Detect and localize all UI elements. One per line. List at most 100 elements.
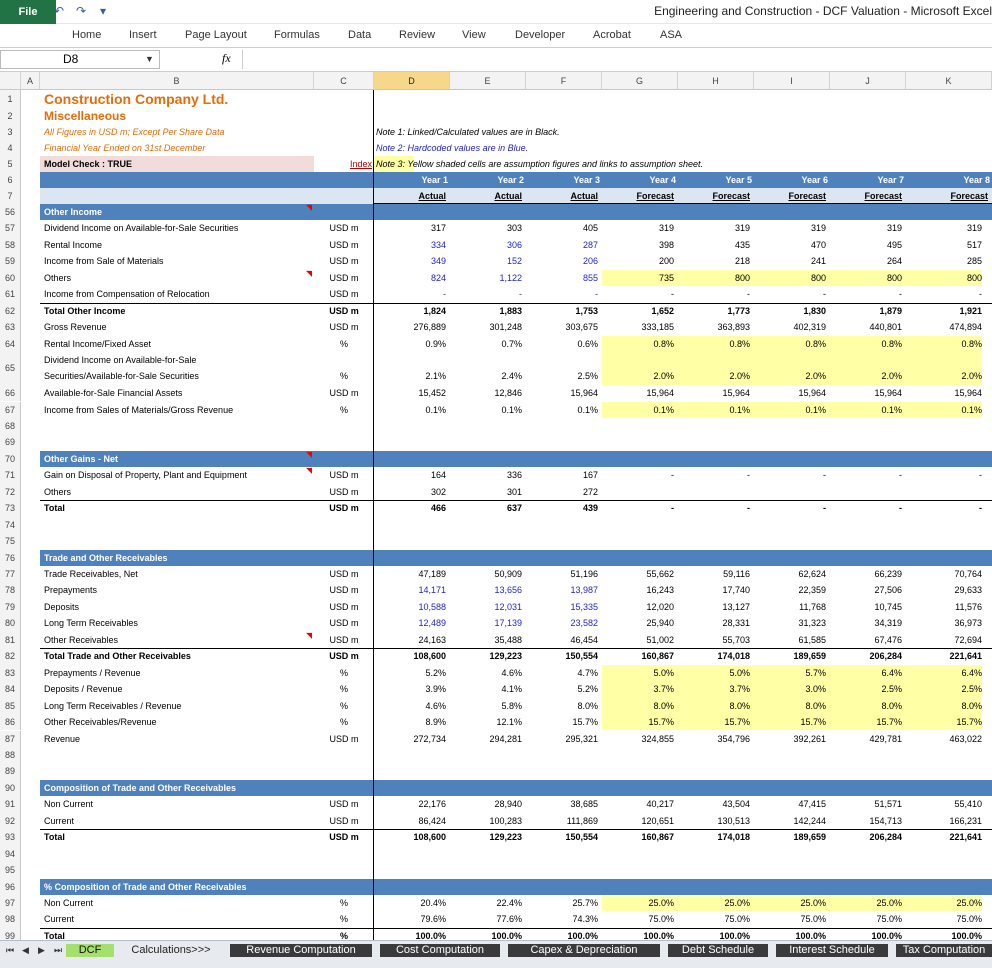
row-number-6[interactable]: 6 [0,172,21,188]
column-header-h[interactable]: H [678,72,754,90]
value-r62-c7[interactable]: 1,879 [879,305,902,316]
row-number-71[interactable]: 71 [0,467,21,484]
value-r78-c6[interactable]: 22,359 [798,585,826,596]
row-number-73[interactable]: 73 [0,500,21,517]
value-r82-c7[interactable]: 206,284 [869,651,902,662]
value-r93-c8[interactable]: 221,641 [949,832,982,843]
value-r62-c6[interactable]: 1,830 [803,305,826,316]
value-r87-c6[interactable]: 392,261 [793,733,826,744]
row-number-81[interactable]: 81 [0,631,21,649]
row-number-3[interactable]: 3 [0,124,21,140]
value-r61-c1[interactable]: - [443,289,446,300]
value-r84-c6[interactable]: 3.0% [805,684,826,695]
value-r82-c8[interactable]: 221,641 [949,651,982,662]
value-r62-c3[interactable]: 1,753 [575,305,598,316]
row-number-94[interactable]: 94 [0,845,21,863]
value-r66-c6[interactable]: 15,964 [798,388,826,399]
value-r57-c2[interactable]: 303 [506,223,522,234]
value-r59-c3[interactable]: 206 [582,256,598,267]
value-r62-c4[interactable]: 1,652 [651,305,674,316]
row-number-61[interactable]: 61 [0,286,21,303]
value-r73-c8[interactable]: - [979,503,982,514]
value-r85-c8[interactable]: 8.0% [961,700,982,711]
row-number-2[interactable]: 2 [0,108,21,124]
sheet-tab-revenue-computation[interactable]: Revenue Computation [230,944,372,957]
value-r67-c5[interactable]: 0.1% [729,404,750,415]
value-r57-c1[interactable]: 317 [430,223,446,234]
formula-input[interactable] [242,50,992,69]
row-number-87[interactable]: 87 [0,730,21,747]
value-r57-c5[interactable]: 319 [734,223,750,234]
value-r65-c5[interactable]: 2.0% [729,371,750,382]
value-r63-c1[interactable]: 276,889 [413,322,446,333]
value-r93-c6[interactable]: 189,659 [793,832,826,843]
ribbon-tab-page-layout[interactable]: Page Layout [185,29,247,41]
ribbon-tab-home[interactable]: Home [72,29,102,41]
value-r65-c2[interactable]: 2.4% [501,371,522,382]
value-r79-c8[interactable]: 11,576 [955,601,982,612]
value-r72-c2[interactable]: 301 [506,486,522,497]
row-number-80[interactable]: 80 [0,615,21,632]
value-r79-c7[interactable]: 10,745 [874,601,902,612]
value-r58-c2[interactable]: 306 [506,239,522,250]
column-header-a[interactable]: A [21,72,40,90]
value-r97-c8[interactable]: 25.0% [956,898,982,908]
column-header-g[interactable]: G [602,72,678,90]
value-r84-c3[interactable]: 5.2% [577,684,598,695]
column-header-e[interactable]: E [450,72,526,90]
value-r87-c3[interactable]: 295,321 [565,733,598,744]
value-r57-c4[interactable]: 319 [658,223,674,234]
column-header-f[interactable]: F [526,72,602,90]
ribbon-tab-formulas[interactable]: Formulas [274,29,320,41]
value-r80-c5[interactable]: 28,331 [722,618,750,629]
value-r65-c3[interactable]: 2.5% [577,371,598,382]
value-r59-c2[interactable]: 152 [506,256,522,267]
value-r61-c7[interactable]: - [899,289,902,300]
value-r80-c8[interactable]: 36,973 [954,618,982,629]
value-r73-c3[interactable]: 439 [582,503,598,514]
value-r84-c4[interactable]: 3.7% [653,684,674,695]
value-r66-c1[interactable]: 15,452 [418,388,446,399]
value-r93-c5[interactable]: 174,018 [717,832,750,843]
value-r82-c1[interactable]: 108,600 [413,651,446,662]
value-r71-c2[interactable]: 336 [506,470,522,481]
row-number-97[interactable]: 97 [0,895,21,912]
value-r92-c5[interactable]: 130,513 [717,815,750,826]
value-r82-c2[interactable]: 129,223 [489,651,522,662]
value-r98-c5[interactable]: 75.0% [724,914,750,925]
row-number-63[interactable]: 63 [0,319,21,336]
value-r77-c2[interactable]: 50,909 [494,569,522,579]
value-r67-c1[interactable]: 0.1% [425,404,446,415]
value-r85-c6[interactable]: 8.0% [805,700,826,711]
sheet-tab-tax-computation[interactable]: Tax Computation [896,944,992,957]
value-r83-c4[interactable]: 5.0% [653,667,674,678]
value-r82-c5[interactable]: 174,018 [717,651,750,662]
value-r62-c8[interactable]: 1,921 [959,305,982,316]
value-r59-c1[interactable]: 349 [430,256,446,267]
value-r81-c3[interactable]: 46,454 [570,634,598,645]
value-r92-c4[interactable]: 120,651 [641,815,674,826]
value-r66-c7[interactable]: 15,964 [874,388,902,399]
value-r71-c8[interactable]: - [979,470,982,481]
row-number-83[interactable]: 83 [0,664,21,682]
row-number-76[interactable]: 76 [0,549,21,566]
value-r67-c3[interactable]: 0.1% [577,404,598,415]
row-number-88[interactable]: 88 [0,746,21,764]
value-r60-c6[interactable]: 800 [810,272,826,283]
value-r79-c2[interactable]: 12,031 [494,601,522,612]
value-r84-c5[interactable]: 3.7% [729,684,750,695]
value-r91-c2[interactable]: 28,940 [494,799,522,810]
value-r92-c1[interactable]: 86,424 [418,815,446,826]
value-r63-c5[interactable]: 363,893 [717,322,750,333]
value-r97-c1[interactable]: 20.4% [420,898,446,908]
value-r92-c3[interactable]: 111,869 [566,815,598,826]
row-number-91[interactable]: 91 [0,796,21,813]
value-r58-c4[interactable]: 398 [658,239,674,250]
value-r86-c8[interactable]: 15.7% [956,717,982,728]
value-r93-c2[interactable]: 129,223 [489,832,522,843]
value-r84-c7[interactable]: 2.5% [881,684,902,695]
value-r93-c3[interactable]: 150,554 [565,832,598,843]
ribbon-tab-view[interactable]: View [462,29,486,41]
value-r81-c6[interactable]: 61,585 [798,634,826,645]
sheet-tab-dcf[interactable]: DCF [66,944,114,957]
